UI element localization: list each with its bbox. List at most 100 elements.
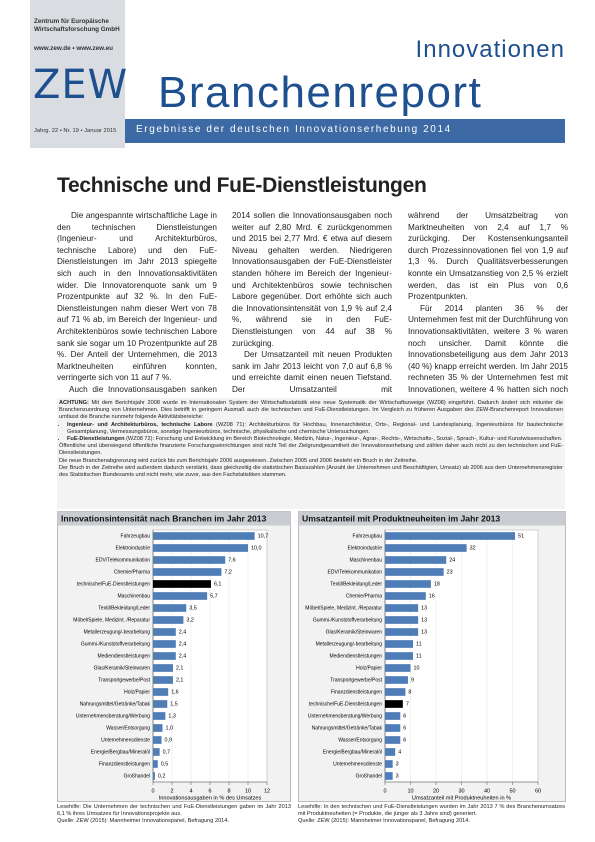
- category-label: Unternehmensdienste: [333, 761, 382, 767]
- web: www.zew.de • www.zew.eu: [34, 45, 113, 52]
- caption-line: Lesehilfe: Die Unternehmen der technisch…: [57, 804, 291, 817]
- x-tick-label: 10: [407, 788, 413, 794]
- chart-title: Innovationsintensität nach Branchen im J…: [61, 513, 267, 523]
- bar: [385, 664, 411, 672]
- column: Die angespannte wirtschaftliche Lage in …: [57, 210, 217, 407]
- caption-line: Quelle: ZEW (2015): Mannheimer Innovatio…: [298, 818, 470, 824]
- value-label: 6,1: [214, 581, 222, 587]
- report-name: Branchenreport: [158, 68, 483, 117]
- x-tick-label: 8: [227, 788, 230, 794]
- notice: ACHTUNG: Mit dem Berichtsjahr 2008 wurde…: [57, 398, 565, 509]
- category-label: Gummi-/Kunststoffverarbeitung: [81, 641, 150, 647]
- category-label: Glas/Keramik/Steinwaren: [94, 665, 151, 671]
- value-label: 6: [403, 713, 406, 719]
- bar: [153, 676, 173, 684]
- header-band: [30, 0, 125, 148]
- notice-list: Ingenieur- und Architekturbüros, technis…: [59, 422, 563, 444]
- paragraph: Die angespannte wirtschaftliche Lage in …: [57, 211, 217, 383]
- value-label: 32: [470, 545, 476, 551]
- notice-item-text: (WZ08 72): Forschung und Entwicklung im …: [126, 436, 563, 443]
- value-label: 0,2: [158, 773, 166, 779]
- value-label: 9: [411, 677, 414, 683]
- category-label: Holz/Papier: [124, 689, 150, 695]
- bar: [153, 712, 166, 720]
- logo: ZEW: [33, 62, 129, 108]
- title: Technische und FuE-Dienstleistungen: [57, 174, 427, 197]
- paragraph: 2014 sollen die Innovationsausgaben noch…: [232, 211, 392, 348]
- value-label: 5,7: [210, 593, 218, 599]
- value-label: 18: [434, 581, 440, 587]
- value-label: 10,0: [251, 545, 262, 551]
- category-label: Glas/Keramik/Steinwaren: [326, 629, 383, 635]
- notice-item: Ingenieur- und Architekturbüros, technis…: [67, 422, 563, 436]
- chart: Innovationsintensität nach Branchen im J…: [57, 511, 291, 802]
- category-label: EDV/Telekommunikation: [328, 569, 383, 575]
- x-tick-label: 10: [245, 788, 251, 794]
- bar: [385, 748, 396, 756]
- category-label: Möbel/Spiele, Medizint. /Reparatur: [305, 605, 382, 611]
- category-label: Holz/Papier: [356, 665, 382, 671]
- bar: [385, 616, 419, 624]
- bar: [153, 580, 211, 588]
- value-label: 13: [421, 605, 427, 611]
- bar: [385, 724, 401, 732]
- bar: [385, 736, 401, 744]
- value-label: 7: [406, 701, 409, 707]
- value-label: 6: [403, 725, 406, 731]
- column: während der Umsatzbeitrag von Marktneuhe…: [408, 210, 568, 407]
- category-label: Unternehmensberatung/Werbung: [308, 713, 382, 719]
- x-tick-label: 60: [535, 788, 541, 794]
- category-label: Nahrungsmittel/Getränke/Tabak: [312, 725, 383, 731]
- value-label: 6: [403, 737, 406, 743]
- value-label: 3,5: [189, 605, 197, 611]
- notice-intro: ACHTUNG: Mit dem Berichtsjahr 2008 wurde…: [59, 400, 563, 422]
- category-label: Unternehmensdienste: [101, 737, 150, 743]
- category-label: Elektroindustrie: [348, 545, 383, 551]
- category-label: EDV/Telekommunikation: [96, 557, 151, 563]
- bar: [153, 748, 160, 756]
- bar: [385, 592, 426, 600]
- category-label: Finanzdienstleistungen: [99, 761, 150, 767]
- category-label: Gummi-/Kunststoffverarbeitung: [313, 617, 382, 623]
- subtitle: Ergebnisse der deutschen Innovationserhe…: [136, 124, 452, 135]
- bar: [153, 772, 155, 780]
- value-label: 7,6: [228, 557, 236, 563]
- x-tick-label: 20: [433, 788, 439, 794]
- category-label: Textil/Bekleidung/Leder: [98, 605, 150, 611]
- value-label: 8: [408, 689, 411, 695]
- value-label: 11: [416, 641, 422, 647]
- category-label: Großhandel: [124, 773, 150, 779]
- bar: [385, 772, 393, 780]
- category-label: Metallerzeugung/-bearbeitung: [316, 641, 383, 647]
- value-label: 1,5: [170, 701, 178, 707]
- category-label: Nahrungsmittel/Getränke/Tabak: [80, 701, 151, 707]
- bar: [385, 568, 444, 576]
- value-label: 24: [449, 557, 455, 563]
- bar: [153, 688, 169, 696]
- bar: [153, 640, 176, 648]
- x-tick-label: 0: [151, 788, 154, 794]
- category-label: Transportgewerbe/Post: [330, 677, 382, 683]
- bar: [153, 616, 184, 624]
- caption: Lesehilfe: Die Unternehmen der technisch…: [57, 804, 291, 825]
- x-axis-label: Umsatzanteil mit Produktneuheiten in %: [412, 795, 511, 801]
- bar: [153, 724, 163, 732]
- category-label: Chemie/Pharma: [114, 569, 150, 575]
- bar: [385, 556, 447, 564]
- notice-label: ACHTUNG:: [59, 400, 89, 406]
- bar: [385, 532, 516, 540]
- value-label: 13: [421, 617, 427, 623]
- value-label: 16: [429, 593, 435, 599]
- bar: [385, 628, 419, 636]
- issue: Jahrg. 22 • Nr. 19 • Januar 2015: [34, 128, 117, 134]
- bar: [385, 688, 406, 696]
- bar: [153, 760, 158, 768]
- category-label: Maschinenbau: [117, 593, 150, 599]
- bar: [153, 544, 248, 552]
- bar: [153, 592, 208, 600]
- notice-term: Ingenieur- und Architekturbüros, technis…: [67, 421, 213, 428]
- notice-term: FuE-Dienstleistungen: [67, 436, 125, 443]
- value-label: 51: [518, 533, 524, 539]
- title-band: [298, 511, 566, 526]
